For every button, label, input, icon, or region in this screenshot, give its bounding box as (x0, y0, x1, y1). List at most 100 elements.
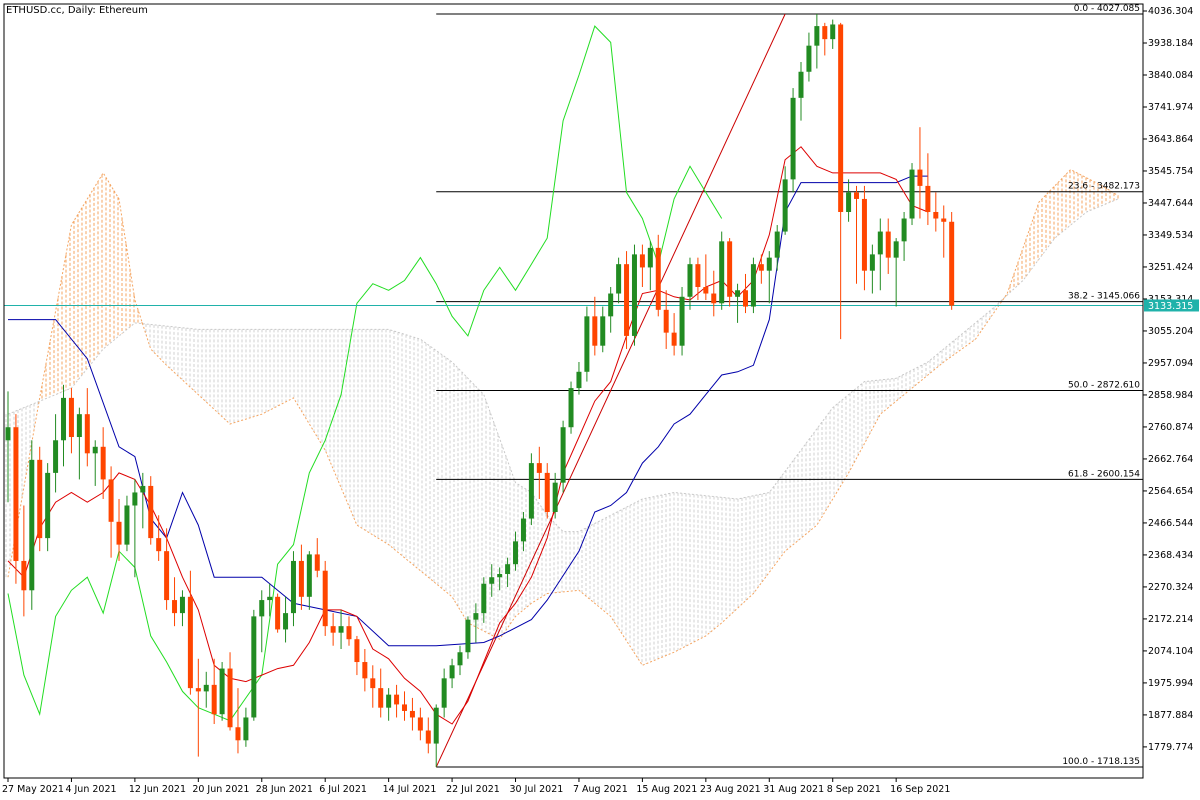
x-tick-label: 15 Aug 2021 (636, 784, 697, 795)
candle-body (164, 551, 170, 601)
candle-body (68, 397, 74, 438)
candle-body (861, 198, 867, 271)
y-tick-label: 1877.884 (1148, 710, 1193, 721)
candle-body (417, 717, 423, 731)
candle-body (941, 218, 947, 222)
candle-body (901, 218, 907, 242)
candle-body (885, 231, 891, 258)
y-tick-label: 2466.544 (1148, 518, 1193, 529)
candle-body (631, 254, 637, 336)
candle-body (909, 169, 915, 219)
candle-body (949, 221, 955, 306)
candle-body (290, 560, 296, 614)
candle-body (925, 185, 931, 212)
candle-body (243, 717, 249, 741)
y-tick-label: 2074.104 (1148, 646, 1193, 657)
candle-body (695, 264, 701, 287)
candle-body (409, 710, 415, 718)
candle-body (830, 24, 836, 40)
candle-body (172, 600, 178, 614)
candle-body (735, 290, 741, 297)
candle-body (727, 241, 733, 297)
candle-body (544, 472, 550, 513)
x-tick-label: 20 Jun 2021 (192, 784, 249, 795)
candle-body (76, 414, 82, 438)
candle-body (679, 296, 685, 346)
candle-body (251, 616, 257, 718)
candle-body (354, 639, 360, 663)
candle-body (742, 290, 748, 307)
candle-body (854, 192, 860, 199)
y-tick-label: 2564.654 (1148, 486, 1193, 497)
candle-body (473, 613, 479, 620)
x-tick-label: 6 Jul 2021 (319, 784, 367, 795)
kijun-sen-line (8, 175, 928, 647)
y-tick-label: 1779.774 (1148, 742, 1193, 753)
x-tick-label: 16 Sep 2021 (890, 784, 950, 795)
candle-body (647, 247, 653, 268)
x-tick-label: 8 Sep 2021 (827, 784, 881, 795)
candle-body (21, 560, 27, 591)
x-tick-label: 22 Jul 2021 (446, 784, 500, 795)
candle-body (933, 211, 939, 219)
candle-body (187, 596, 193, 689)
y-tick-label: 3251.424 (1148, 262, 1193, 273)
candle-body (259, 600, 265, 617)
y-tick-label: 2172.214 (1148, 614, 1193, 625)
candle-body (560, 427, 566, 483)
candle-body (211, 684, 217, 715)
tenkan-sen-line (7, 146, 929, 725)
candle-body (671, 332, 677, 346)
candle-body (798, 71, 804, 98)
fib-level-label: 23.6 - 3482.173 (1068, 182, 1140, 192)
x-tick-label: 12 Jun 2021 (129, 784, 186, 795)
x-tick-label: 30 Jul 2021 (510, 784, 564, 795)
candle-body (267, 596, 273, 601)
candle-body (140, 485, 146, 493)
x-tick-label: 7 Aug 2021 (573, 784, 628, 795)
candle-body (370, 678, 376, 689)
ichimoku-cloud (5, 168, 1119, 666)
candle-body (465, 619, 471, 653)
candle-body (275, 596, 281, 630)
candle-body (592, 316, 598, 346)
candle-body (600, 316, 606, 346)
candle-body (13, 427, 19, 561)
y-tick-label: 2368.434 (1148, 550, 1193, 561)
candle-body (790, 97, 796, 180)
candle-body (298, 560, 304, 597)
candle-body (758, 264, 764, 271)
x-tick-label: 27 May 2021 (2, 784, 64, 795)
y-tick-label: 4036.304 (1148, 6, 1193, 17)
candle-body (148, 485, 154, 539)
y-tick-label: 1975.994 (1148, 678, 1193, 689)
candle-body (45, 472, 51, 539)
candle-body (441, 678, 447, 708)
chart-title: ETHUSD.cc, Daily: Ethereum (6, 5, 148, 16)
candle-body (663, 309, 669, 333)
current-price-tag (1144, 299, 1199, 312)
plot-frame (3, 3, 1144, 779)
candle-body (814, 26, 820, 46)
senkou-span-a-line (7, 168, 1119, 666)
candle-body (838, 24, 844, 212)
candle-body (774, 231, 780, 258)
fib-level-label: 0.0 - 4027.085 (1074, 4, 1140, 14)
candle-body (584, 316, 590, 372)
fib-trend-line (435, 13, 786, 768)
candle-body (219, 668, 225, 715)
candle-body (100, 446, 106, 480)
x-tick-label: 23 Aug 2021 (700, 784, 761, 795)
candle-body (386, 694, 392, 708)
candle-body (5, 427, 11, 441)
candle-body (425, 730, 431, 744)
candle-body (917, 169, 923, 186)
candle-body (552, 482, 558, 513)
chikou-span-line (7, 25, 723, 722)
candle-body (711, 293, 717, 304)
candle-body (362, 662, 368, 679)
candle-body (782, 179, 788, 232)
candle-body (203, 684, 209, 692)
candle-body (37, 459, 43, 539)
